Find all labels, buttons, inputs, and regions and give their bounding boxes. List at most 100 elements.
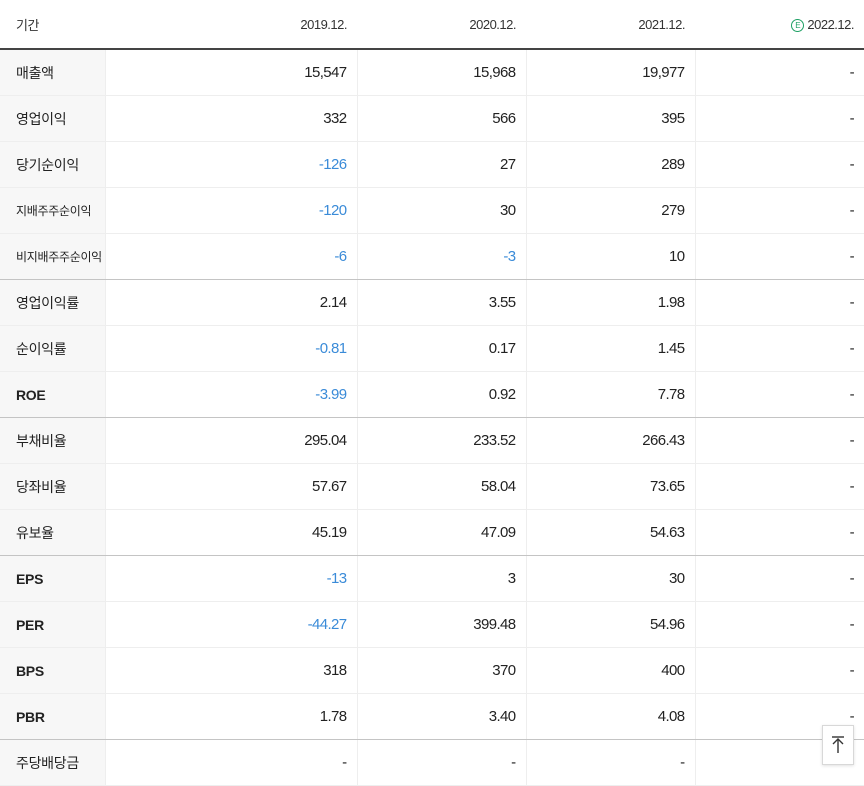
cell-value: 7.78 — [525, 371, 695, 418]
cell-value: 266.43 — [525, 417, 695, 464]
table-row: 부채비율 295.04 233.52 266.43 - — [0, 417, 864, 464]
cell-value: - — [694, 95, 864, 142]
period-2020: 2020.12. — [357, 0, 526, 50]
table-row: EPS -13 3 30 - — [0, 555, 864, 602]
cell-value: 3.40 — [356, 693, 526, 740]
table-row: BPS 318 370 400 - — [0, 647, 864, 694]
table-row: 영업이익률 2.14 3.55 1.98 - — [0, 279, 864, 326]
table-row: 지배주주순이익 -120 30 279 - — [0, 187, 864, 234]
row-label: 주당배당금 — [0, 739, 105, 786]
cell-value: 73.65 — [525, 463, 695, 510]
row-label: EPS — [0, 555, 105, 602]
cell-value: 279 — [525, 187, 695, 234]
cell-value: 45.19 — [104, 509, 357, 556]
period-header: 기간 — [0, 0, 105, 50]
cell-value: 30 — [525, 555, 695, 602]
cell-value: -126 — [104, 141, 357, 188]
estimate-icon: E — [791, 18, 805, 32]
cell-value: 54.63 — [525, 509, 695, 556]
period-2021: 2021.12. — [526, 0, 695, 50]
row-label: ROE — [0, 371, 105, 418]
cell-value: - — [694, 49, 864, 96]
cell-value: - — [525, 739, 695, 786]
table-row: ROE -3.99 0.92 7.78 - — [0, 371, 864, 418]
cell-value: - — [694, 371, 864, 418]
cell-value: 399.48 — [356, 601, 526, 648]
cell-value: - — [694, 601, 864, 648]
table-row: PER -44.27 399.48 54.96 - — [0, 601, 864, 648]
table-row: 매출액 15,547 15,968 19,977 - — [0, 49, 864, 96]
cell-value: 57.67 — [104, 463, 357, 510]
cell-value: 0.17 — [356, 325, 526, 372]
row-label: 영업이익률 — [0, 279, 105, 326]
table-row: PBR 1.78 3.40 4.08 - — [0, 693, 864, 740]
cell-value: - — [694, 279, 864, 326]
cell-value: 289 — [525, 141, 695, 188]
cell-value: 30 — [356, 187, 526, 234]
cell-value: 27 — [356, 141, 526, 188]
row-label: 순이익률 — [0, 325, 105, 372]
cell-value: - — [694, 647, 864, 694]
table-row: 주당배당금 - - - - — [0, 739, 864, 786]
cell-value: -44.27 — [104, 601, 357, 648]
cell-value: 370 — [356, 647, 526, 694]
row-label: 당좌비율 — [0, 463, 105, 510]
row-label: 매출액 — [0, 49, 105, 96]
table-row: 유보율 45.19 47.09 54.63 - — [0, 509, 864, 556]
cell-value: 47.09 — [356, 509, 526, 556]
arrow-up-icon — [832, 736, 844, 753]
row-label: 당기순이익 — [0, 141, 105, 188]
cell-value: - — [356, 739, 526, 786]
cell-value: - — [104, 739, 357, 786]
cell-value: 3 — [356, 555, 526, 602]
row-label: 유보율 — [0, 509, 105, 556]
cell-value: 54.96 — [525, 601, 695, 648]
scroll-to-top-button[interactable] — [822, 725, 854, 765]
cell-value: - — [694, 233, 864, 280]
cell-value: 10 — [525, 233, 695, 280]
cell-value: -13 — [104, 555, 357, 602]
period-2022-estimate: E 2022.12. — [695, 0, 864, 50]
cell-value: 1.98 — [525, 279, 695, 326]
row-label: 부채비율 — [0, 417, 105, 464]
cell-value: 395 — [525, 95, 695, 142]
cell-value: 566 — [356, 95, 526, 142]
row-label: BPS — [0, 647, 105, 694]
cell-value: - — [694, 509, 864, 556]
cell-value: -0.81 — [104, 325, 357, 372]
row-label: PER — [0, 601, 105, 648]
table-row: 순이익률 -0.81 0.17 1.45 - — [0, 325, 864, 372]
cell-value: -6 — [104, 233, 357, 280]
table-row: 비지배주주순이익 -6 -3 10 - — [0, 233, 864, 280]
period-2022: 2022.12. — [807, 16, 854, 32]
table-row: 당좌비율 57.67 58.04 73.65 - — [0, 463, 864, 510]
cell-value: 2.14 — [104, 279, 357, 326]
cell-value: 1.45 — [525, 325, 695, 372]
cell-value: - — [694, 463, 864, 510]
row-label: 지배주주순이익 — [0, 187, 105, 234]
cell-value: 4.08 — [525, 693, 695, 740]
cell-value: - — [694, 141, 864, 188]
period-2019: 2019.12. — [105, 0, 357, 50]
cell-value: -3.99 — [104, 371, 357, 418]
cell-value: 0.92 — [356, 371, 526, 418]
cell-value: 318 — [104, 647, 357, 694]
row-label: 비지배주주순이익 — [0, 233, 105, 280]
row-label: 영업이익 — [0, 95, 105, 142]
row-label: PBR — [0, 693, 105, 740]
table-row: 영업이익 332 566 395 - — [0, 95, 864, 142]
cell-value: 58.04 — [356, 463, 526, 510]
cell-value: 332 — [104, 95, 357, 142]
table-row: 당기순이익 -126 27 289 - — [0, 141, 864, 188]
header-row: 기간 2019.12. 2020.12. 2021.12. E 2022.12. — [0, 0, 864, 50]
cell-value: 3.55 — [356, 279, 526, 326]
cell-value: 1.78 — [104, 693, 357, 740]
cell-value: 15,968 — [356, 49, 526, 96]
cell-value: - — [694, 417, 864, 464]
cell-value: - — [694, 325, 864, 372]
cell-value: - — [694, 555, 864, 602]
cell-value: -120 — [104, 187, 357, 234]
cell-value: -3 — [356, 233, 526, 280]
cell-value: 400 — [525, 647, 695, 694]
